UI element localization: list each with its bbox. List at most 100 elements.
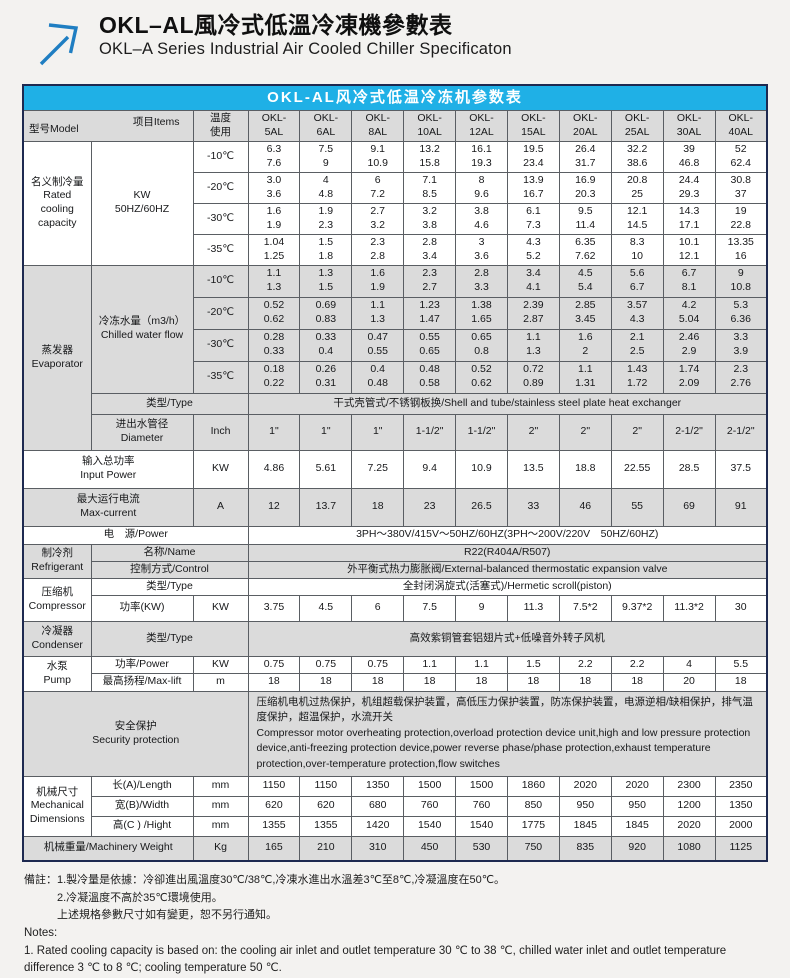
merged-value: 压缩机电机过热保护，机组超载保护装置，高低压力保护装置，防冻保护装置，电源逆相/… xyxy=(247,690,768,777)
page-subtitle: OKL–A Series Industrial Air Cooled Chill… xyxy=(99,40,512,59)
value-cell: 18 xyxy=(247,672,301,692)
value-cell: 1.1 1.31 xyxy=(558,360,612,394)
value-cell: 1355 xyxy=(299,815,353,837)
value-cell: 30.8 37 xyxy=(714,171,768,204)
items-header-label: 项目Items xyxy=(132,115,180,128)
value-cell: 20 xyxy=(662,672,716,692)
model-header: OKL- 15AL xyxy=(506,109,560,142)
item-label: 输入总功率 Input Power xyxy=(22,449,194,489)
value-cell: 0.52 0.62 xyxy=(247,296,301,330)
page-title: OKL–AL風冷式低溫冷凍機參數表 xyxy=(99,12,453,38)
value-cell: 0.69 0.83 xyxy=(299,296,353,330)
note-line: Notes: xyxy=(24,926,58,939)
value-cell: 5.61 xyxy=(299,449,353,489)
value-cell: 1.1 1.3 xyxy=(351,296,405,330)
value-cell: 1" xyxy=(299,413,353,451)
value-cell: 310 xyxy=(351,835,405,862)
merged-value: 3PH～380V/415V～50HZ/60HZ(3PH～200V/220V 50… xyxy=(247,525,768,545)
value-cell: 1.1 1.3 xyxy=(247,264,301,298)
value-cell: 1.3 1.5 xyxy=(299,264,353,298)
value-cell: 0.18 0.22 xyxy=(247,360,301,394)
section-label: 安全保护 Security protection xyxy=(22,690,249,777)
section-label: 机械尺寸 Mechanical Dimensions xyxy=(22,775,92,837)
value-cell: 7.25 xyxy=(351,449,405,489)
table-title: OKL-AL风冷式低温冷冻机参数表 xyxy=(22,84,768,111)
value-cell: 18 xyxy=(455,672,508,692)
value-cell: 1.38 1.65 xyxy=(455,296,508,330)
note-line: 備註：1.製冷量是依據：冷卻進出風溫度30℃/38℃,冷凍水進出水溫差3℃至8℃… xyxy=(24,874,506,886)
value-cell: 1540 xyxy=(403,815,457,837)
value-cell: 7.5 xyxy=(403,594,457,622)
value-cell: 850 xyxy=(506,795,560,817)
value-cell: 10.1 12.1 xyxy=(662,233,716,266)
temp-cell: -30℃ xyxy=(192,328,249,362)
item-label: 类型/Type xyxy=(90,392,249,415)
value-cell: 1.04 1.25 xyxy=(247,233,301,266)
value-cell: 0.26 0.31 xyxy=(299,360,353,394)
value-cell: 1080 xyxy=(662,835,716,862)
value-cell: 750 xyxy=(506,835,560,862)
value-cell: 7.5*2 xyxy=(558,594,612,622)
value-cell: 1845 xyxy=(558,815,612,837)
value-cell: 620 xyxy=(299,795,353,817)
value-cell: 3 3.6 xyxy=(455,233,508,266)
value-cell: 13.2 15.8 xyxy=(403,140,457,173)
value-cell: 5.3 6.36 xyxy=(714,296,768,330)
value-cell: 1845 xyxy=(610,815,664,837)
value-cell: 1.9 2.3 xyxy=(299,202,353,235)
value-cell: 33 xyxy=(506,487,560,527)
value-cell: 1775 xyxy=(506,815,560,837)
value-cell: 6 7.2 xyxy=(351,171,405,204)
value-cell: 2020 xyxy=(610,775,664,797)
value-cell: 3.4 4.1 xyxy=(506,264,560,298)
value-cell: 18 xyxy=(558,672,612,692)
value-cell: 3.57 4.3 xyxy=(610,296,664,330)
value-cell: 1350 xyxy=(351,775,405,797)
item-label: 控制方式/Control xyxy=(90,560,249,579)
value-cell: 6.7 8.1 xyxy=(662,264,716,298)
value-cell: 3.2 3.8 xyxy=(403,202,457,235)
temp-cell: -20℃ xyxy=(192,296,249,330)
value-cell: 1.74 2.09 xyxy=(662,360,716,394)
model-header: OKL- 25AL xyxy=(610,109,664,142)
value-cell: 680 xyxy=(351,795,405,817)
value-cell: 2" xyxy=(558,413,612,451)
unit-cell: mm xyxy=(192,795,249,817)
item-label: 机械重量/Machinery Weight xyxy=(22,835,194,862)
value-cell: 39 46.8 xyxy=(662,140,716,173)
value-cell: 12.1 14.5 xyxy=(610,202,664,235)
value-cell: 18 xyxy=(403,672,457,692)
value-cell: 6.35 7.62 xyxy=(558,233,612,266)
value-cell: 1860 xyxy=(506,775,560,797)
value-cell: 450 xyxy=(403,835,457,862)
model-header: OKL- 40AL xyxy=(714,109,768,142)
value-cell: 18 xyxy=(299,672,353,692)
value-cell: 165 xyxy=(247,835,301,862)
value-cell: 1150 xyxy=(299,775,353,797)
value-cell: 2.3 2.76 xyxy=(714,360,768,394)
value-cell: 5.6 6.7 xyxy=(610,264,664,298)
item-label: 宽(B)/Width xyxy=(90,795,194,817)
value-cell: 26.4 31.7 xyxy=(558,140,612,173)
value-cell: 18 xyxy=(351,672,405,692)
value-cell: 9.5 11.4 xyxy=(558,202,612,235)
value-cell: 1125 xyxy=(714,835,768,862)
model-header: OKL- 6AL xyxy=(299,109,353,142)
value-cell: 23 xyxy=(403,487,457,527)
value-cell: 7.1 8.5 xyxy=(403,171,457,204)
item-label: 类型/Type xyxy=(90,577,249,596)
value-cell: 2-1/2" xyxy=(662,413,716,451)
value-cell: 1.43 1.72 xyxy=(610,360,664,394)
value-cell: 1.5 1.8 xyxy=(299,233,353,266)
value-cell: 950 xyxy=(610,795,664,817)
section-label: 制冷剂 Refrigerant xyxy=(22,543,92,579)
merged-value: 高效紫铜管套铝翅片式+低噪音外转子风机 xyxy=(247,620,768,657)
value-cell: 11.3 xyxy=(506,594,560,622)
item-label: 类型/Type xyxy=(90,620,249,657)
spec-table: OKL-AL风冷式低温冷冻机参数表 型号Model 项目Items 温度 使用 OKL-… xyxy=(22,84,768,862)
value-cell: 2350 xyxy=(714,775,768,797)
value-cell: 2300 xyxy=(662,775,716,797)
value-cell: 19.5 23.4 xyxy=(506,140,560,173)
value-cell: 18 xyxy=(351,487,405,527)
value-cell: 0.65 0.8 xyxy=(455,328,508,362)
